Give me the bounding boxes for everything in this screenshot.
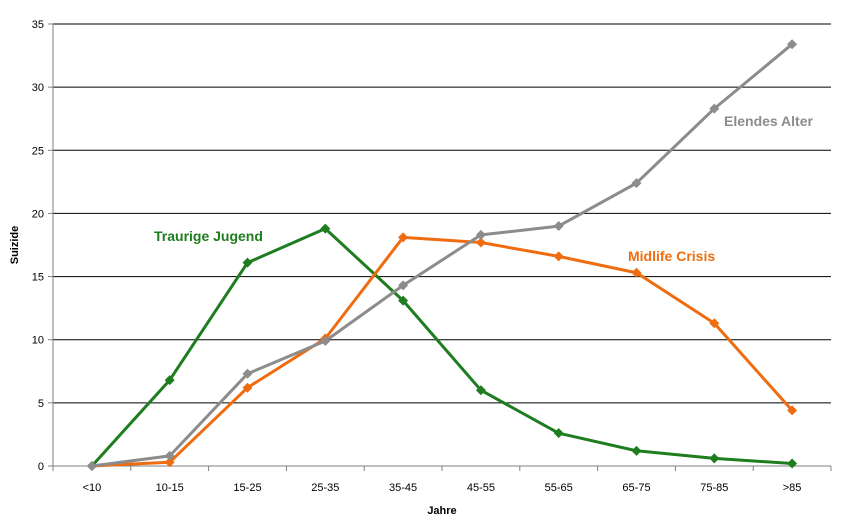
x-tick-label: >85 — [783, 482, 802, 494]
series-label: Elendes Alter — [724, 113, 814, 129]
data-point — [787, 405, 798, 416]
x-tick-label: 35-45 — [389, 482, 417, 494]
data-point — [242, 257, 253, 268]
y-axis-title: Suizide — [9, 226, 21, 265]
data-point — [242, 368, 253, 379]
data-point — [320, 223, 331, 234]
y-tick-label: 35 — [32, 19, 44, 31]
x-tick-label: 10-15 — [156, 482, 184, 494]
data-point — [164, 375, 175, 386]
data-point — [320, 335, 331, 346]
data-point — [631, 267, 642, 278]
series-label: Midlife Crisis — [628, 248, 715, 264]
series-line — [91, 43, 794, 468]
y-tick-label: 10 — [32, 335, 44, 347]
data-point — [631, 445, 642, 456]
series-label: Traurige Jugend — [154, 228, 263, 244]
x-tick-label: 65-75 — [622, 482, 650, 494]
x-tick-label: <10 — [83, 482, 102, 494]
data-point — [398, 232, 409, 243]
data-point — [164, 457, 175, 468]
x-tick-label: 25-35 — [311, 482, 339, 494]
data-point — [398, 295, 409, 306]
y-tick-label: 20 — [32, 208, 44, 220]
data-point — [709, 318, 720, 329]
y-tick-label: 0 — [38, 461, 44, 473]
x-axis-title: Jahre — [427, 505, 456, 517]
series-lines — [86, 39, 798, 471]
series-elendes-alter — [86, 39, 798, 471]
y-tick-label: 5 — [38, 398, 44, 410]
y-tick-label: 25 — [32, 145, 44, 157]
data-point — [553, 221, 564, 232]
data-point — [709, 103, 720, 114]
series-midlife-crisis — [86, 232, 798, 471]
data-point — [475, 385, 486, 396]
axes — [48, 23, 832, 471]
x-tick-label: 15-25 — [233, 482, 261, 494]
data-point — [398, 280, 409, 291]
data-point — [709, 453, 720, 464]
data-point — [164, 450, 175, 461]
data-point — [242, 382, 253, 393]
series-line — [91, 235, 794, 468]
data-point — [86, 461, 97, 471]
y-tick-label: 15 — [32, 272, 44, 284]
y-tick-label: 30 — [32, 82, 44, 94]
labels: 0 5 10 15 20 25 30 35 <10 10-15 15-25 25-35 35-45 45-… — [32, 19, 814, 494]
gridlines — [53, 23, 831, 404]
series-line — [90, 227, 793, 468]
data-point — [787, 458, 798, 469]
x-tick-label: 45-55 — [467, 482, 495, 494]
data-point — [631, 178, 642, 189]
x-tick-label: 75-85 — [700, 482, 728, 494]
data-point — [553, 428, 564, 439]
x-tick-label: 55-65 — [545, 482, 573, 494]
data-point — [475, 229, 486, 240]
data-point — [475, 237, 486, 248]
data-point — [787, 39, 798, 50]
data-point — [553, 251, 564, 262]
